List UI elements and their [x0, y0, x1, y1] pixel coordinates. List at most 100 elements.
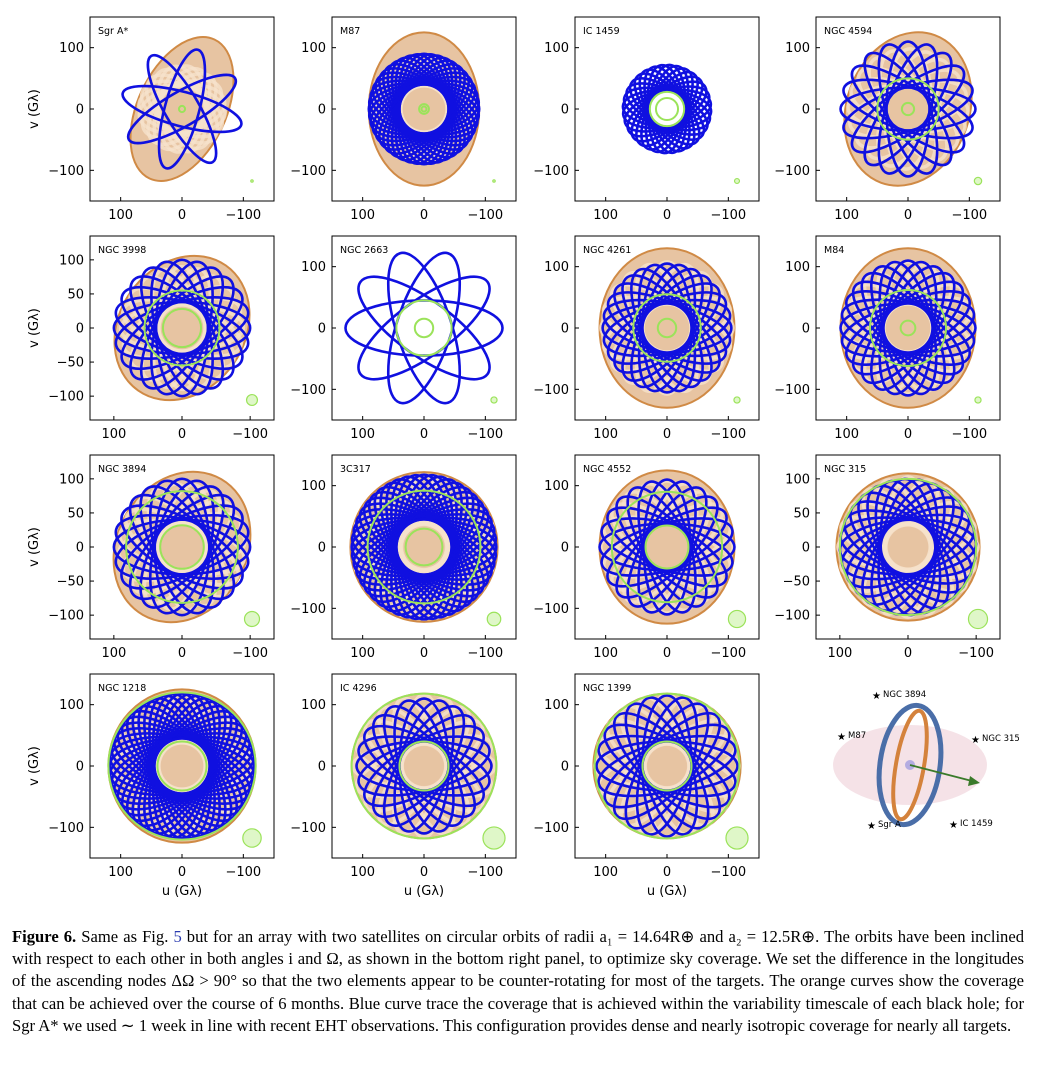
reference-circle	[350, 692, 498, 840]
variability-track	[114, 514, 250, 580]
figure-caption: Figure 6. Same as Fig. 5 but for an arra…	[12, 926, 1024, 1037]
reference-circle	[632, 293, 702, 363]
variability-track	[146, 53, 218, 165]
y-tick-label: 100	[59, 472, 84, 487]
target-star: ★	[867, 821, 876, 832]
y-axis-label: v (Gλ)	[27, 527, 42, 567]
target-label: M87	[848, 731, 866, 741]
x-tick-label: 0	[178, 208, 186, 223]
y-tick-label: −100	[774, 609, 810, 624]
beam-circle	[733, 177, 741, 185]
x-axis-label: u (Gλ)	[162, 884, 202, 899]
beam-circle	[967, 608, 989, 630]
plot-area	[835, 472, 989, 630]
y-tick-label: −100	[290, 602, 326, 617]
x-tick-label: −100	[958, 646, 994, 661]
x-tick-label: −100	[951, 427, 987, 442]
x-tick-label: 0	[904, 208, 912, 223]
y-tick-label: −100	[290, 383, 326, 398]
y-tick-label: 0	[561, 541, 569, 556]
variability-track	[108, 735, 256, 797]
uv-panel: NGC 1399 100 0 −100 100 0 −100 u (Gλ)	[533, 673, 760, 899]
orbit-1	[876, 702, 944, 828]
y-tick-label: 100	[59, 698, 84, 713]
uv-panel: NGC 4594 100 0 −100 100 0 −100	[774, 16, 1001, 223]
y-tick-label: 0	[318, 541, 326, 556]
reference-circle	[868, 288, 948, 368]
reference-circle	[161, 307, 203, 349]
plot-area	[598, 247, 741, 409]
plot-area	[121, 36, 254, 183]
plot-area	[112, 254, 259, 407]
orbit-2	[891, 708, 929, 822]
source-label: NGC 3998	[98, 245, 146, 256]
variability-track	[842, 78, 974, 140]
figure-5-link[interactable]: 5	[173, 927, 182, 946]
caption-text-2: but for an array with two satellites on …	[12, 927, 1025, 1035]
node-arrowhead	[968, 776, 980, 786]
plot-area	[344, 251, 504, 405]
x-tick-label: 100	[350, 865, 375, 880]
y-tick-label: 100	[785, 260, 810, 275]
reference-circle	[156, 740, 208, 792]
source-label: M84	[824, 245, 844, 256]
source-label: 3C317	[340, 464, 371, 475]
beam-circle	[245, 393, 259, 407]
axes-frame	[574, 16, 760, 202]
y-tick-label: −50	[783, 575, 810, 590]
y-tick-label: 0	[802, 322, 810, 337]
variability-track	[157, 48, 207, 170]
six-month-coverage	[839, 247, 977, 409]
reference-circle	[177, 104, 187, 114]
reference-circle	[644, 524, 690, 570]
y-tick-label: 0	[76, 322, 84, 337]
y-tick-label: 100	[59, 41, 84, 56]
y-axis-label: v (Gλ)	[27, 746, 42, 786]
x-tick-label: −100	[710, 646, 746, 661]
beam-circle	[727, 609, 747, 629]
beam-circle	[492, 179, 496, 183]
y-tick-label: −100	[48, 390, 84, 405]
variability-track	[121, 84, 243, 134]
y-tick-label: 0	[318, 760, 326, 775]
reference-circle	[420, 105, 428, 113]
target-label: Sgr A	[878, 820, 901, 830]
uv-panel: NGC 1218 100 0 −100 100 0 −100 v (Gλ) u (Gλ)	[27, 673, 275, 899]
reference-circle	[654, 96, 680, 122]
x-tick-label: −100	[467, 427, 503, 442]
plot-area	[367, 31, 496, 187]
x-tick-label: −100	[951, 208, 987, 223]
reference-circle	[648, 90, 686, 128]
y-tick-label: 0	[561, 103, 569, 118]
source-label: IC 4296	[340, 683, 377, 694]
y-tick-label: −100	[290, 821, 326, 836]
x-tick-label: 0	[420, 427, 428, 442]
target-star: ★	[971, 735, 980, 746]
y-tick-label: −50	[57, 575, 84, 590]
x-tick-label: 100	[834, 208, 859, 223]
y-tick-label: 0	[76, 760, 84, 775]
beam-circle	[243, 610, 261, 628]
reference-circle	[418, 103, 430, 115]
y-tick-label: −50	[57, 356, 84, 371]
plot-area	[349, 471, 502, 627]
x-tick-label: 0	[178, 427, 186, 442]
reference-circle	[413, 317, 435, 339]
x-tick-label: 0	[904, 646, 912, 661]
variability-track	[357, 275, 491, 381]
variability-track	[840, 298, 976, 358]
six-month-track	[117, 518, 247, 576]
y-tick-label: −100	[774, 164, 810, 179]
x-axis-label: u (Gλ)	[404, 884, 444, 899]
variability-track	[621, 89, 713, 129]
x-tick-label: 0	[178, 646, 186, 661]
y-tick-label: −100	[48, 164, 84, 179]
y-tick-label: 100	[301, 479, 326, 494]
y-tick-label: 0	[318, 103, 326, 118]
y-tick-label: 0	[802, 103, 810, 118]
x-tick-label: 0	[663, 865, 671, 880]
target-label: NGC 3894	[883, 690, 926, 700]
uv-panel: NGC 4261 100 0 −100 100 0 −100	[533, 235, 760, 442]
x-tick-label: 0	[178, 865, 186, 880]
uv-panel: NGC 2663 100 0 −100 100 0 −100	[290, 235, 517, 442]
